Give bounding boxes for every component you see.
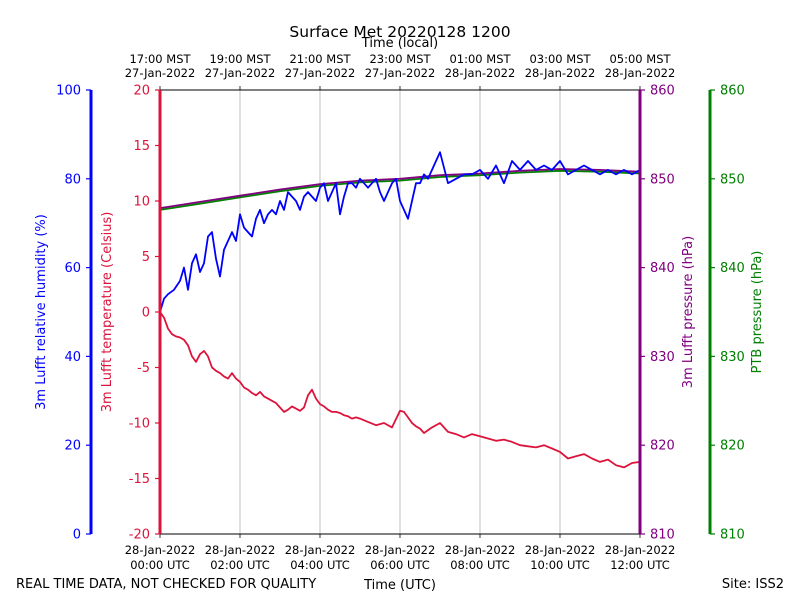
ptb-pressure-tick-label: 820 — [720, 439, 745, 454]
x-tick-label-date: 28-Jan-2022 — [365, 543, 436, 557]
x-tick-label-date: 28-Jan-2022 — [605, 543, 676, 557]
temperature-tick-label: 20 — [133, 84, 150, 99]
x-axis-label: Time (UTC) — [363, 578, 436, 593]
humidity-tick-label: 20 — [64, 439, 81, 454]
lufft-pressure-tick-label: 840 — [650, 261, 675, 276]
chart-title: Surface Met 20220128 1200 — [289, 23, 510, 41]
humidity-tick-label: 0 — [73, 528, 81, 543]
humidity-tick-label: 80 — [64, 172, 81, 187]
series-group — [159, 151, 641, 469]
ptb-pressure-tick-label: 810 — [720, 528, 745, 543]
site-label: Site: ISS2 — [722, 577, 784, 592]
temperature-tick-label: -15 — [129, 472, 150, 487]
top-tick-label-date: 27-Jan-2022 — [125, 66, 196, 80]
temperature-tick-label: -10 — [129, 417, 150, 432]
lufft-pressure-series-line — [159, 168, 641, 209]
x-tick-label-date: 28-Jan-2022 — [525, 543, 596, 557]
top-tick-label-time: 19:00 MST — [209, 52, 271, 66]
top-tick-label-time: 05:00 MST — [609, 52, 671, 66]
humidity-tick-label: 100 — [56, 84, 81, 99]
top-tick-label-time: 01:00 MST — [449, 52, 511, 66]
x-tick-label-date: 28-Jan-2022 — [285, 543, 356, 557]
temperature-series-line — [159, 311, 641, 469]
ptb-pressure-series-line — [159, 169, 641, 211]
x-tick-label-time: 08:00 UTC — [450, 558, 510, 572]
gridlines — [239, 90, 561, 534]
top-tick-label-time: 17:00 MST — [129, 52, 191, 66]
top-tick-label-date: 27-Jan-2022 — [285, 66, 356, 80]
lufft-pressure-tick-label: 830 — [650, 350, 675, 365]
temperature-axis-label: 3m Lufft temperature (Celsius) — [100, 212, 115, 413]
temperature-tick-label: 10 — [133, 195, 150, 210]
lufft-pressure-tick-label: 810 — [650, 528, 675, 543]
top-tick-label-date: 27-Jan-2022 — [365, 66, 436, 80]
x-tick-label-time: 04:00 UTC — [290, 558, 350, 572]
ptb-pressure-tick-label: 860 — [720, 84, 745, 99]
ptb-pressure-axis-label: PTB pressure (hPa) — [750, 251, 765, 374]
x-tick-label-time: 02:00 UTC — [210, 558, 270, 572]
lufft-pressure-axis-label: 3m Lufft pressure (hPa) — [681, 236, 696, 388]
ptb-pressure-tick-label: 830 — [720, 350, 745, 365]
top-tick-label-date: 28-Jan-2022 — [445, 66, 516, 80]
temperature-tick-label: -5 — [137, 361, 150, 376]
x-tick-label-time: 00:00 UTC — [130, 558, 190, 572]
x-tick-label-date: 28-Jan-2022 — [125, 543, 196, 557]
top-tick-label-date: 28-Jan-2022 — [605, 66, 676, 80]
temperature-tick-label: 0 — [142, 306, 150, 321]
temperature-tick-label: 5 — [142, 250, 150, 265]
x-tick-label-time: 06:00 UTC — [370, 558, 430, 572]
humidity-series-line — [159, 151, 641, 313]
ptb-pressure-tick-label: 850 — [720, 172, 745, 187]
ptb-pressure-tick-label: 840 — [720, 261, 745, 276]
temperature-tick-label: -20 — [129, 528, 150, 543]
temperature-tick-label: 15 — [133, 139, 150, 154]
top-tick-label-date: 28-Jan-2022 — [525, 66, 596, 80]
top-tick-label-time: 23:00 MST — [369, 52, 431, 66]
lufft-pressure-tick-label: 860 — [650, 84, 675, 99]
top-tick-label-time: 03:00 MST — [529, 52, 591, 66]
top-tick-label-date: 27-Jan-2022 — [205, 66, 276, 80]
lufft-pressure-tick-label: 820 — [650, 439, 675, 454]
lufft-pressure-tick-label: 850 — [650, 172, 675, 187]
x-tick-label-date: 28-Jan-2022 — [205, 543, 276, 557]
x-tick-label-date: 28-Jan-2022 — [445, 543, 516, 557]
humidity-axis-label: 3m Lufft relative humidity (%) — [34, 214, 49, 410]
quality-disclaimer: REAL TIME DATA, NOT CHECKED FOR QUALITY — [16, 577, 316, 592]
humidity-tick-label: 60 — [64, 261, 81, 276]
x-tick-label-time: 10:00 UTC — [530, 558, 590, 572]
top-tick-label-time: 21:00 MST — [289, 52, 351, 66]
top-axis-label: Time (local) — [361, 36, 438, 51]
humidity-tick-label: 40 — [64, 350, 81, 365]
x-tick-label-time: 12:00 UTC — [610, 558, 670, 572]
